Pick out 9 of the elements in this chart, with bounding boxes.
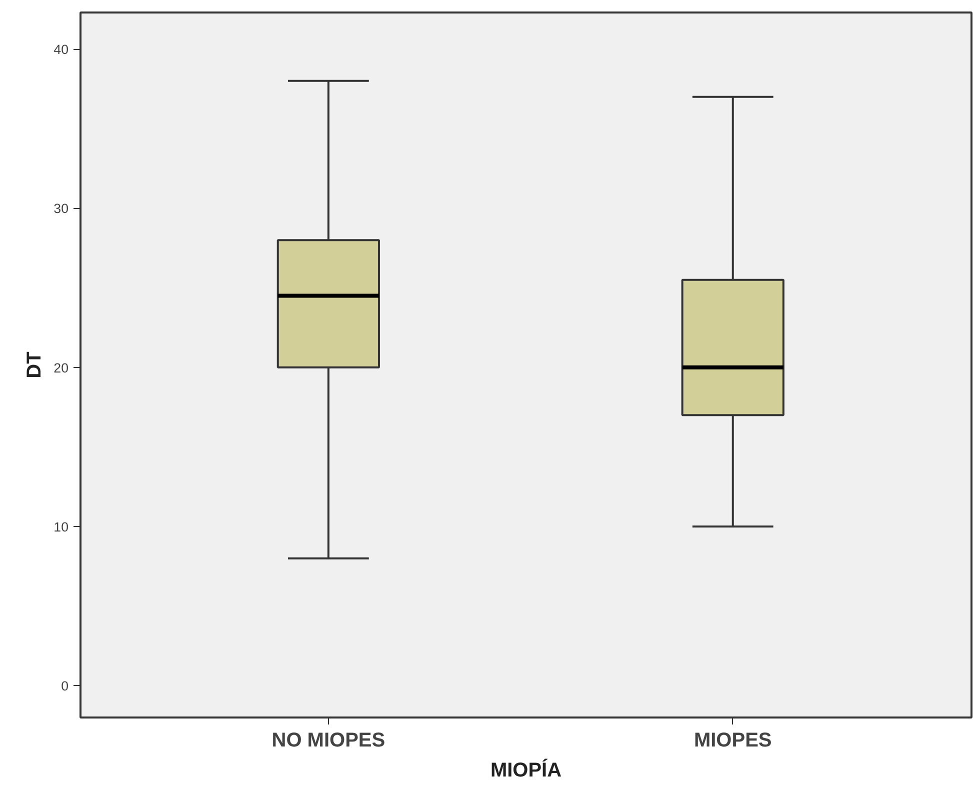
y-axis-title: DT — [24, 352, 46, 378]
x-axis-title: MIOPÍA — [490, 758, 562, 782]
x-tick-label: MIOPES — [694, 730, 772, 752]
y-tick-label: 0 — [61, 678, 69, 694]
y-tick-label: 20 — [54, 360, 69, 376]
y-tick-label: 10 — [54, 520, 69, 535]
y-tick-label: 30 — [54, 201, 69, 216]
x-tick-label: NO MIOPES — [272, 730, 386, 752]
y-tick-label: 40 — [54, 42, 69, 58]
